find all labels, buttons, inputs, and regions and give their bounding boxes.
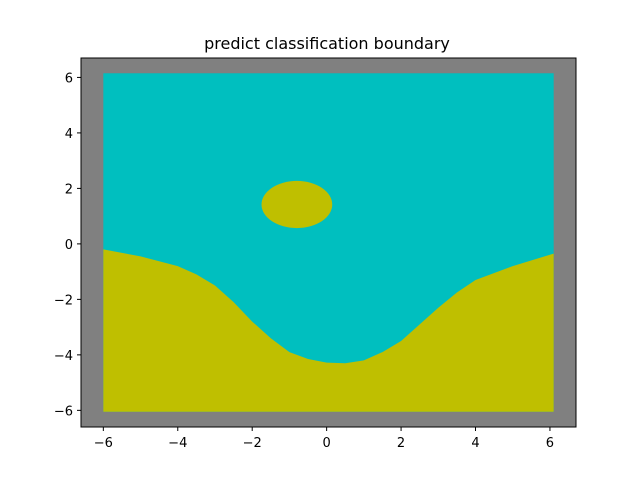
y-tick-label: −2 <box>54 293 73 308</box>
y-tick-label: −6 <box>54 404 73 419</box>
y-tick-label: 4 <box>65 127 73 142</box>
y-tick-label: 6 <box>65 71 73 86</box>
x-tick-label: −4 <box>168 436 187 451</box>
x-tick-label: 0 <box>322 436 330 451</box>
y-tick-label: 2 <box>65 182 73 197</box>
region-lower-class <box>103 249 554 412</box>
decision-regions <box>103 73 554 412</box>
x-tick-label: 2 <box>397 436 405 451</box>
x-tick-label: −2 <box>243 436 262 451</box>
chart-title: predict classification boundary <box>204 34 450 53</box>
x-tick-label: −6 <box>94 436 113 451</box>
axes-frame <box>80 57 577 428</box>
region-ellipse-island <box>261 180 333 229</box>
x-tick-label: 4 <box>471 436 479 451</box>
y-tick-label: 0 <box>65 238 73 253</box>
x-tick-label: 6 <box>546 436 554 451</box>
axis-ticks: −6 −4 −2 0 2 4 6 −6 −4 −2 0 2 4 6 <box>54 71 554 451</box>
y-tick-label: −4 <box>54 349 73 364</box>
